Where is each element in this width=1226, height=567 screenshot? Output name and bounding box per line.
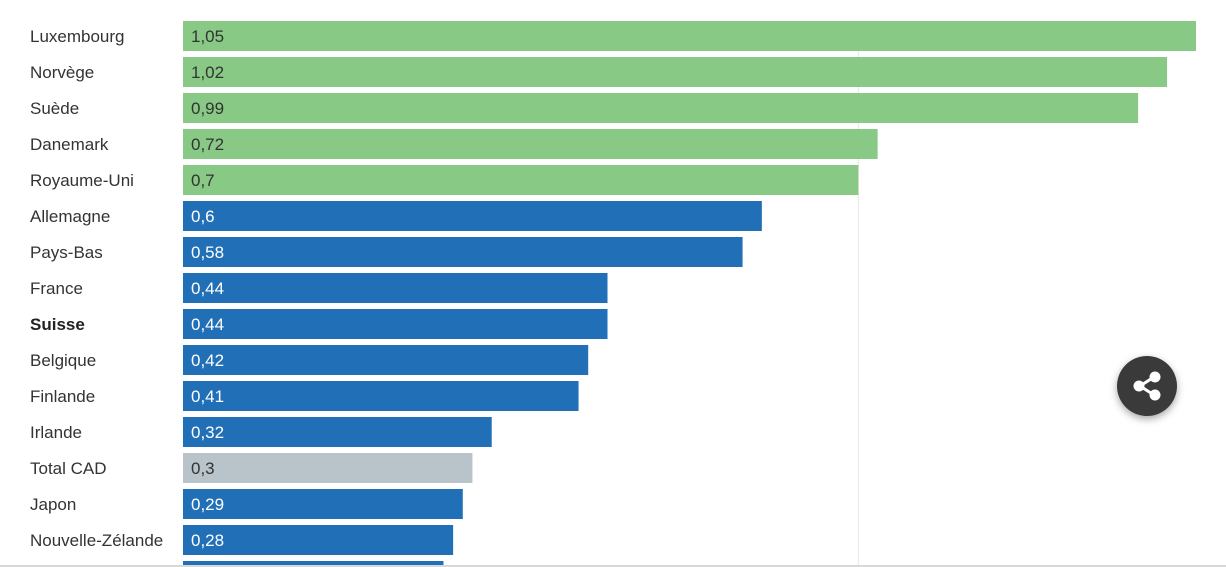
category-label-belgique: Belgique [30, 351, 96, 370]
value-label-nouvelle-zelande: 0,28 [191, 531, 224, 550]
bottom-divider [0, 565, 1226, 567]
category-label-nouvelle-zelande: Nouvelle-Zélande [30, 531, 163, 550]
category-label-japon: Japon [30, 495, 76, 514]
bar-nouvelle-zelande[interactable] [183, 525, 454, 555]
bar-suede[interactable] [183, 93, 1139, 123]
category-label-allemagne: Allemagne [30, 207, 110, 226]
bar-belgique[interactable] [183, 345, 589, 375]
value-label-france: 0,44 [191, 279, 224, 298]
value-label-suisse: 0,44 [191, 315, 224, 334]
category-label-danemark: Danemark [30, 135, 109, 154]
value-label-pays-bas: 0,58 [191, 243, 224, 262]
value-label-finlande: 0,41 [191, 387, 224, 406]
share-button[interactable] [1117, 356, 1177, 416]
bar-total-cad[interactable] [183, 453, 473, 483]
bar-luxembourg[interactable] [183, 21, 1196, 51]
value-label-allemagne: 0,6 [191, 207, 215, 226]
category-label-suede: Suède [30, 99, 79, 118]
value-label-irlande: 0,32 [191, 423, 224, 442]
bar-finlande[interactable] [183, 381, 579, 411]
category-label-royaume-uni: Royaume-Uni [30, 171, 134, 190]
bar-france[interactable] [183, 273, 608, 303]
bar-japon[interactable] [183, 489, 463, 519]
value-label-norvege: 1,02 [191, 63, 224, 82]
bar-allemagne[interactable] [183, 201, 762, 231]
category-label-finlande: Finlande [30, 387, 95, 406]
bar-suisse[interactable] [183, 309, 608, 339]
category-label-luxembourg: Luxembourg [30, 27, 125, 46]
bar-danemark[interactable] [183, 129, 878, 159]
value-label-japon: 0,29 [191, 495, 224, 514]
category-label-suisse: Suisse [30, 315, 85, 334]
value-label-belgique: 0,42 [191, 351, 224, 370]
value-label-total-cad: 0,3 [191, 459, 215, 478]
bar-norvege[interactable] [183, 57, 1168, 87]
category-label-pays-bas: Pays-Bas [30, 243, 103, 262]
category-label-france: France [30, 279, 83, 298]
value-label-danemark: 0,72 [191, 135, 224, 154]
bar-pays-bas[interactable] [183, 237, 743, 267]
value-label-royaume-uni: 0,7 [191, 171, 215, 190]
bar-partial-next [183, 561, 444, 567]
share-icon [1133, 371, 1161, 401]
bar-royaume-uni[interactable] [183, 165, 859, 195]
value-label-luxembourg: 1,05 [191, 27, 224, 46]
bar-irlande[interactable] [183, 417, 492, 447]
category-label-irlande: Irlande [30, 423, 82, 442]
category-label-norvege: Norvège [30, 63, 94, 82]
category-label-total-cad: Total CAD [30, 459, 107, 478]
value-label-suede: 0,99 [191, 99, 224, 118]
